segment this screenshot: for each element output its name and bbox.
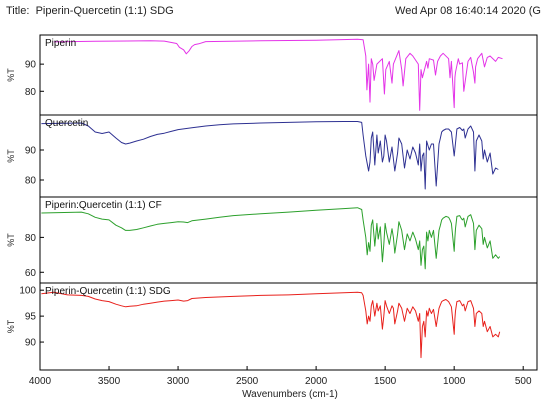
spectrum-line-1	[53, 38, 503, 111]
y-tick-label: 80	[25, 233, 37, 244]
spectrum-line-3	[41, 207, 501, 270]
title-prefix: Title:	[6, 5, 30, 17]
series-label-1: Piperin	[45, 38, 76, 49]
x-tick-label: 2500	[236, 376, 259, 387]
y-axis-label: %T	[6, 68, 16, 82]
plot-frame	[39, 34, 538, 371]
x-tick-label: 3000	[167, 376, 190, 387]
x-tick-label: 4000	[29, 376, 52, 387]
y-axis-label: %T	[6, 233, 16, 247]
y-tick-label: 90	[25, 146, 37, 157]
y-tick-label: 90	[25, 60, 37, 71]
document-title: Piperin-Quercetin (1:1) SDG	[35, 5, 174, 17]
x-tick-label: 500	[515, 376, 532, 387]
spectrum-line-4	[41, 291, 501, 359]
series-label-2: Quercetin	[45, 118, 88, 129]
x-tick-label: 1500	[374, 376, 397, 387]
y-tick-label: 80	[25, 176, 37, 187]
timestamp-clip: Wed Apr 08 16:40:14 2020 (G	[300, 0, 541, 20]
x-axis-label: Wavenumbers (cm-1)	[242, 389, 338, 400]
y-tick-label: 80	[25, 87, 37, 98]
y-axis-label: %T	[6, 319, 16, 333]
y-tick-label: 100	[19, 286, 36, 297]
y-tick-label: 90	[25, 338, 37, 349]
timestamp: Wed Apr 08 16:40:14 2020 (G	[395, 5, 541, 17]
x-tick-label: 2000	[305, 376, 328, 387]
y-axis-label: %T	[6, 149, 16, 163]
y-tick-label: 95	[25, 312, 37, 323]
spectrum-line-2	[41, 121, 499, 190]
x-tick-label: 3500	[98, 376, 121, 387]
title-header: Title: Piperin-Quercetin (1:1) SDG	[6, 5, 174, 17]
series-label-4: Piperin-Quercetin (1:1) SDG	[45, 286, 171, 297]
y-tick-label: 60	[25, 268, 37, 279]
x-tick-label: 1000	[443, 376, 466, 387]
series-label-3: Piperin:Quercetin (1:1) CF	[45, 200, 162, 211]
